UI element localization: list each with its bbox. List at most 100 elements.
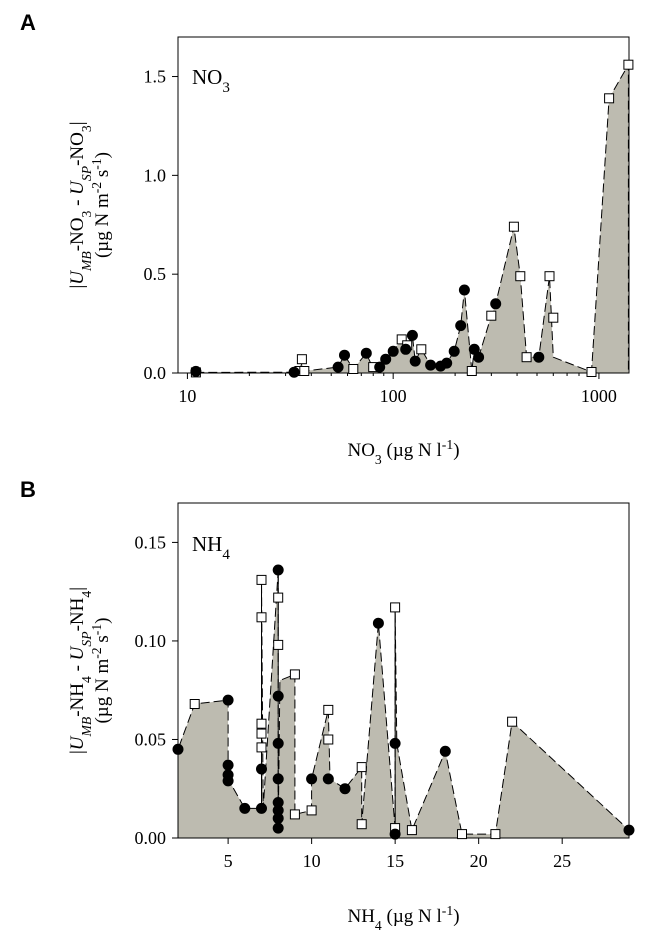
panel-b-y-axis-title: |UMB-NH4 - USP-NH4| <box>67 587 94 754</box>
panel-a-filled-circle-point <box>425 359 437 371</box>
panel-a-open-square-point <box>623 59 634 70</box>
panel-a-filled-circle-point <box>190 365 202 377</box>
panel-a-plot-frame <box>177 36 630 374</box>
panel-b-filled-circle-point <box>339 783 351 795</box>
panel-a-letter: A <box>20 10 36 35</box>
panel-b-y-axis-units: (µg N m-2 s-1) <box>89 617 114 723</box>
panel-a-y-tick-label: 1.0 <box>144 165 167 185</box>
panel-b-filled-circle-point <box>256 763 267 775</box>
panel-b-open-square-point <box>256 612 267 623</box>
panel-b-open-square-point <box>273 639 284 650</box>
panel-b-filled-circle-point <box>256 802 267 814</box>
panel-b-x-tick-label: 10 <box>303 851 321 871</box>
panel-a-panel-title-sub: 3 <box>222 80 230 96</box>
panel-b-filled-circle-point <box>222 775 234 787</box>
panel-a-open-square-point <box>348 364 359 374</box>
panel-b-filled-circle-point <box>272 564 284 576</box>
panel-a-filled-circle-point <box>400 343 412 355</box>
panel-a-y-axis-units: (µg N m-2 s-1) <box>89 152 114 258</box>
panel-b-panel-title-sub: 4 <box>222 547 230 563</box>
panel-b-open-square-point <box>490 829 501 840</box>
panel-b-y-tick-label: 0.10 <box>135 631 167 651</box>
panel-b-open-square-point <box>289 669 300 680</box>
panel-b-filled-circle-point <box>306 773 318 785</box>
panel-b-open-square-point <box>189 699 200 709</box>
panel-b-panel-title: NH4 <box>192 532 230 563</box>
panel-a: A 10 100 1000 0.0 0.5 1.0 1.5 NO3 NO3 (µg N l-1) |… <box>20 10 634 467</box>
panel-a-x-tick-label: 10 <box>178 386 196 406</box>
panel-a-open-square-point <box>296 354 307 365</box>
panel-b-filled-circle-point <box>272 822 284 834</box>
panel-b-filled-circle-point <box>439 745 451 757</box>
panel-b-open-square-point <box>356 762 367 773</box>
panel-b-filled-circle-point <box>322 773 334 785</box>
panel-a-open-square-point <box>486 310 497 321</box>
panel-b-filled-circle-point <box>389 828 401 840</box>
panel-a-open-square-point <box>396 334 407 345</box>
panel-a-open-square-point <box>466 366 477 376</box>
panel-a-x-tick-label: 100 <box>380 386 407 406</box>
panel-b-open-square-point <box>256 718 267 729</box>
panel-b-open-square-point <box>507 716 518 727</box>
panel-a-open-square-point <box>416 344 427 355</box>
panel-a-filled-circle-point <box>455 320 467 332</box>
panel-b-open-square-point <box>406 825 417 836</box>
panel-b-x-tick-label: 20 <box>470 851 488 871</box>
panel-a-y-tick-label: 1.5 <box>144 67 167 87</box>
panel-a-panel-title: NO3 <box>192 65 230 96</box>
panel-a-open-square-point <box>548 312 559 323</box>
panel-a-filled-circle-point <box>458 284 470 296</box>
panel-b-x-tick-label: 5 <box>224 851 233 871</box>
panel-b-shaded-area <box>177 569 630 839</box>
panel-a-open-square-point <box>521 352 532 363</box>
panel-a-open-square-point <box>604 93 615 104</box>
panel-a-open-square-point <box>508 221 519 232</box>
panel-a-filled-circle-point <box>448 345 460 357</box>
panel-a-filled-circle-point <box>490 298 502 310</box>
panel-b-open-square-point <box>256 574 267 585</box>
panel-a-open-square-point <box>515 271 526 282</box>
panel-a-filled-circle-point <box>374 361 386 373</box>
panel-b-panel-title-base: NH <box>192 532 222 556</box>
panel-a-filled-circle-point <box>288 366 300 378</box>
panel-b-y-tick-label: 0.05 <box>135 729 167 749</box>
panel-a-open-square-point <box>299 366 310 376</box>
panel-b-open-square-point <box>256 742 267 753</box>
panel-a-y-tick-label: 0.0 <box>144 363 167 383</box>
panel-b-filled-circle-point <box>623 824 635 836</box>
panel-b-open-square-point <box>457 829 467 840</box>
panel-a-x-tick-label: 1000 <box>581 386 617 406</box>
panel-b-open-square-point <box>323 704 334 715</box>
panel-b-filled-circle-point <box>389 737 401 749</box>
panel-b-open-square-point <box>289 809 300 820</box>
panel-a-x-axis-title: NO3 (µg N l-1) <box>347 437 459 467</box>
panel-b-open-square-point <box>323 734 334 745</box>
panel-b-y-tick-label: 0.15 <box>135 532 167 552</box>
panel-a-y-axis-title: |UMB-NO3 - USP-NO3| <box>67 121 94 288</box>
panel-b-filled-circle-point <box>222 694 234 706</box>
panel-b: B 5 10 15 20 25 0.00 0.05 0.10 0.15 NH4 NH4 (µg N l… <box>20 477 635 933</box>
panel-a-filled-circle-point <box>473 351 485 363</box>
panel-a-panel-title-base: NO <box>192 65 222 89</box>
panel-b-y-tick-label: 0.00 <box>135 828 167 848</box>
panel-b-x-axis-title: NH4 (µg N l-1) <box>347 903 459 933</box>
panel-b-filled-circle-point <box>272 737 284 749</box>
panel-b-open-square-point <box>256 728 267 739</box>
panel-b-filled-circle-point <box>372 617 384 629</box>
panel-a-filled-circle-point <box>332 361 344 373</box>
panel-b-open-square-point <box>356 819 367 830</box>
panel-b-filled-circle-point <box>272 812 284 824</box>
panel-a-filled-circle-point <box>441 357 453 369</box>
panel-b-open-square-point <box>306 805 317 816</box>
panel-a-shaded-area <box>195 64 629 374</box>
panel-b-filled-circle-point <box>272 773 284 785</box>
panel-a-filled-circle-point <box>339 349 350 361</box>
panel-b-filled-circle-point <box>239 802 251 814</box>
panel-b-open-square-point <box>390 602 401 613</box>
panel-a-open-square-point <box>586 367 597 377</box>
panel-b-open-square-point <box>273 592 284 603</box>
panel-a-filled-circle-point <box>380 353 392 365</box>
panel-a-filled-circle-point <box>533 351 545 363</box>
panel-b-plot-frame <box>177 502 630 839</box>
